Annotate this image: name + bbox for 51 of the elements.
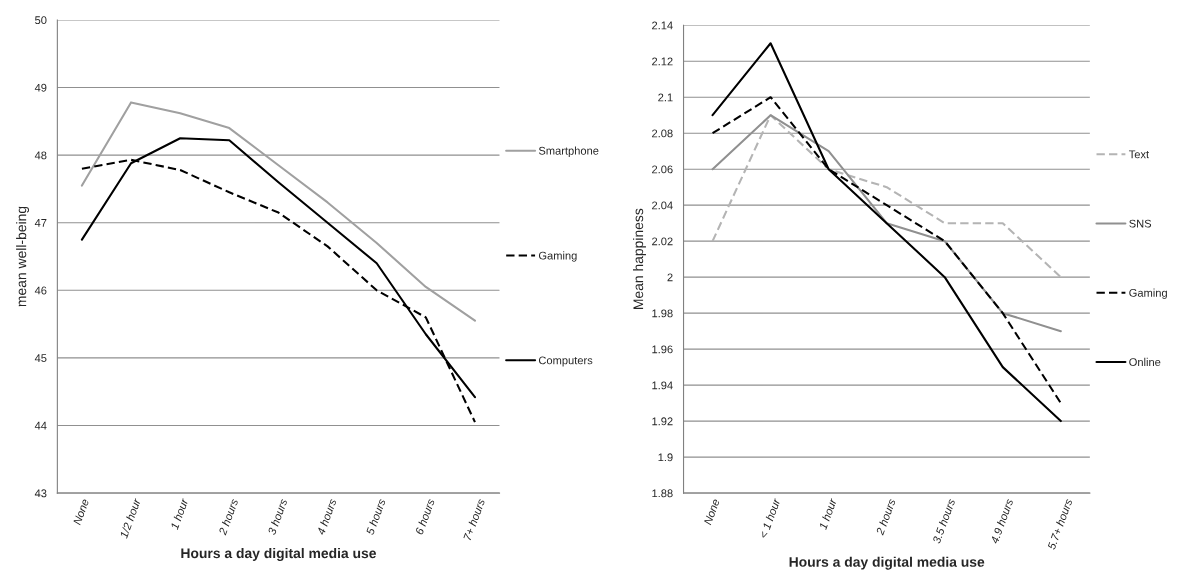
legend-label: SNS: [1129, 219, 1152, 228]
line-series: [711, 42, 1062, 423]
y-tick-label: 2.12: [652, 57, 673, 66]
y-tick-label: 2.02: [652, 237, 673, 246]
y-axis-title: mean well-being: [16, 206, 30, 307]
legend-label: Gaming: [1129, 288, 1167, 299]
legend-label: Gaming: [538, 251, 577, 262]
x-tick-label: 3.5 hours: [932, 498, 956, 545]
x-tick-label: 1 hour: [818, 497, 837, 531]
x-tick-label: None: [703, 498, 720, 526]
x-tick-label: 4.9 hours: [990, 498, 1014, 545]
y-tick-label: 2.08: [652, 129, 673, 138]
y-tick-label: 45: [34, 354, 47, 363]
x-tick-label: 5.7+ hours: [1047, 498, 1073, 551]
y-tick-label: 1.96: [652, 345, 673, 354]
y-tick-label: 1.88: [652, 489, 673, 498]
y-tick-label: 1.92: [652, 417, 673, 426]
x-axis-title: Hours a day digital media use: [789, 556, 985, 570]
y-tick-label: 2: [667, 273, 673, 282]
x-tick-label: 3 hours: [267, 498, 288, 536]
x-tick-label: 1/2 hour: [119, 497, 141, 539]
legend-label: Online: [1129, 357, 1161, 367]
y-tick-label: 2.04: [652, 201, 673, 210]
y-tick-label: 47: [34, 219, 47, 227]
x-axis-title: Hours a day digital media use: [181, 547, 376, 561]
y-tick-label: 2.06: [652, 165, 673, 174]
x-tick-label: 2 hours: [875, 498, 896, 536]
y-tick-label: 50: [35, 16, 47, 25]
y-tick-label: 46: [34, 286, 47, 295]
y-tick-label: 2.1: [658, 93, 673, 102]
y-tick-label: 49: [34, 83, 47, 92]
x-tick-label: None: [73, 498, 90, 526]
x-tick-label: 5 hours: [365, 498, 386, 536]
x-tick-label: 4 hours: [316, 498, 337, 536]
line-series: [80, 101, 476, 322]
y-tick-label: 1.9: [658, 453, 673, 462]
x-tick-label: < 1 hour: [758, 497, 781, 539]
y-tick-label: 43: [34, 489, 47, 498]
y-tick-label: 48: [34, 151, 47, 160]
x-tick-label: 7+ hours: [463, 498, 486, 541]
x-tick-label: 1 hour: [170, 497, 189, 531]
y-tick-label: 44: [34, 421, 47, 430]
y-tick-label: 1.94: [652, 381, 673, 390]
x-tick-label: 2 hours: [218, 498, 239, 536]
y-tick-label: 1.98: [652, 309, 673, 318]
y-tick-label: 2.14: [652, 21, 673, 30]
y-axis-title: Mean happiness: [633, 208, 646, 309]
legend-label: Text: [1128, 150, 1150, 159]
legend-label: Computers: [538, 356, 593, 367]
legend-label: Smartphone: [538, 146, 599, 157]
x-tick-label: 6 hours: [414, 498, 435, 535]
